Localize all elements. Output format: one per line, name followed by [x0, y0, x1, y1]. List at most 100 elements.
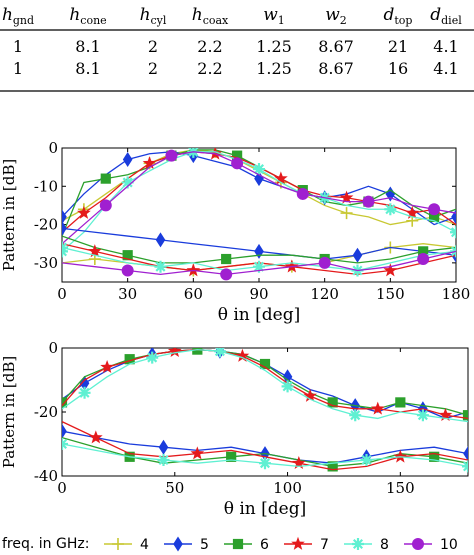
series-line [62, 151, 456, 245]
data-point [235, 348, 250, 362]
data-point [87, 244, 102, 258]
legend-entry: 6 [224, 537, 269, 553]
x-tick-label: 30 [118, 285, 137, 303]
y-tick-label: 0 [48, 140, 58, 157]
data-point [88, 430, 103, 444]
data-point [429, 211, 440, 223]
x-tick-label: 50 [165, 479, 184, 497]
table-body: 1 8.1 2 2.2 1.25 8.67 21 4.1 1 8.1 2 2.2 1.25 8.67 16 4… [13, 37, 459, 78]
data-point [349, 409, 362, 422]
y-tick-label: -10 [34, 177, 58, 195]
data-point [62, 209, 67, 225]
table-cell: 4.1 [433, 37, 458, 56]
table-header-cell: hgnd [2, 5, 34, 27]
legend-marker [291, 536, 305, 550]
legend-label: 5 [200, 537, 209, 553]
x-tick-label: 0 [57, 285, 67, 303]
data-point [462, 460, 468, 473]
data-point [165, 149, 178, 162]
table-header-cell: w1 [263, 5, 285, 27]
table-cell: 8.1 [75, 37, 100, 56]
table-header-cell: hcone [69, 5, 106, 27]
data-point [318, 256, 331, 269]
data-point [78, 386, 91, 399]
header-symbol: h [192, 5, 203, 25]
data-point [385, 186, 396, 202]
series-4 [62, 148, 456, 227]
legend-label: 8 [380, 537, 389, 553]
table-header-cell: w2 [325, 5, 347, 27]
table-header-cell: hcyl [140, 5, 167, 27]
data-point [232, 150, 243, 161]
y-axis-label: Pattern in [dB] [0, 356, 18, 468]
table-cell: 2.2 [197, 37, 222, 56]
plot-area [62, 348, 468, 473]
data-point [327, 397, 338, 408]
legend-entry: 7 [284, 536, 329, 553]
series-10 [62, 149, 456, 245]
table-row: 1 8.1 2 2.2 1.25 8.67 21 4.1 [13, 37, 459, 56]
header-subscript: top [394, 14, 412, 27]
legend-items: 4 5 6 7 8 10 [104, 536, 458, 553]
data-point [405, 205, 420, 219]
x-tick-label: 180 [442, 285, 471, 303]
data-point [438, 408, 453, 422]
series-5 [62, 348, 468, 420]
header-symbol: d [384, 5, 395, 25]
table-cell: 2.2 [197, 59, 222, 78]
x-tick-label: 90 [249, 285, 268, 303]
series-line [62, 348, 468, 423]
header-symbol: h [2, 5, 13, 25]
data-point [231, 157, 244, 170]
table-cell: 8.67 [318, 59, 354, 78]
x-tick-label: 0 [57, 479, 67, 497]
legend-label: 6 [260, 537, 269, 553]
legend-title: freq. in GHz: [2, 536, 89, 552]
data-point [158, 439, 169, 455]
pattern-chart-bottom: 0 50 100 150 0 -20 -40 θ in [deg] Pattern in [dB… [0, 340, 469, 519]
table-header-cell: hcoax [192, 5, 229, 27]
data-point [296, 187, 309, 200]
y-tick-label: 0 [48, 340, 58, 357]
data-point [259, 358, 271, 370]
data-point [62, 241, 68, 254]
x-tick-label: 60 [184, 285, 203, 303]
legend-entry: 4 [104, 537, 149, 553]
table-header-cell: dtop [384, 5, 413, 27]
data-point [192, 348, 203, 355]
series-8 [62, 438, 468, 473]
data-point [417, 253, 430, 266]
data-point [99, 199, 112, 212]
data-point [122, 151, 133, 167]
table-cell: 8.67 [318, 37, 354, 56]
legend-label: 7 [320, 537, 329, 553]
data-point [62, 438, 68, 450]
series-6 [62, 348, 468, 421]
data-point [327, 461, 338, 472]
table-cell: 1.25 [256, 37, 292, 56]
legend-entry: 8 [344, 537, 389, 553]
data-point [450, 226, 456, 239]
x-axis-label: θ in [deg] [218, 305, 301, 325]
series-line [62, 149, 456, 226]
y-tick-label: -20 [34, 403, 58, 421]
data-point [154, 260, 167, 273]
frequency-legend: freq. in GHz: 4 5 6 7 8 10 [2, 536, 458, 553]
data-point [77, 205, 91, 219]
data-point [190, 446, 205, 460]
data-point [186, 263, 201, 277]
data-point [121, 264, 134, 277]
header-symbol: h [140, 5, 151, 25]
x-tick-label: 120 [310, 285, 339, 303]
data-point [220, 268, 233, 281]
series-10 [62, 250, 456, 281]
plot-area [62, 148, 456, 281]
legend-marker [173, 536, 183, 552]
table-row: 1 8.1 2 2.2 1.25 8.67 16 4.1 [13, 59, 459, 78]
data-point [418, 246, 429, 257]
data-point [282, 369, 293, 385]
legend-entry: 10 [404, 537, 458, 553]
table-cell: 2 [148, 37, 158, 56]
table-cell: 8.1 [75, 59, 100, 78]
y-tick-label: -30 [34, 254, 58, 272]
